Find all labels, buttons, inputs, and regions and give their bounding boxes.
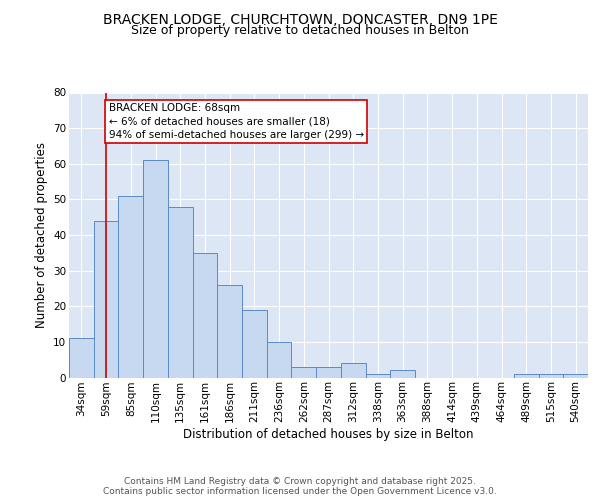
Bar [316, 367, 341, 378]
Bar [143, 160, 168, 378]
Bar [69, 338, 94, 378]
Text: Size of property relative to detached houses in Belton: Size of property relative to detached ho… [131, 24, 469, 37]
Bar [242, 310, 267, 378]
Y-axis label: Number of detached properties: Number of detached properties [35, 142, 47, 328]
Text: BRACKEN LODGE, CHURCHTOWN, DONCASTER, DN9 1PE: BRACKEN LODGE, CHURCHTOWN, DONCASTER, DN… [103, 12, 497, 26]
Bar [563, 374, 588, 378]
Text: Contains HM Land Registry data © Crown copyright and database right 2025.
Contai: Contains HM Land Registry data © Crown c… [103, 476, 497, 496]
Bar [217, 285, 242, 378]
Bar [539, 374, 563, 378]
Bar [118, 196, 143, 378]
Bar [341, 363, 365, 378]
Bar [292, 367, 316, 378]
X-axis label: Distribution of detached houses by size in Belton: Distribution of detached houses by size … [183, 428, 474, 441]
Bar [514, 374, 539, 378]
Text: BRACKEN LODGE: 68sqm
← 6% of detached houses are smaller (18)
94% of semi-detach: BRACKEN LODGE: 68sqm ← 6% of detached ho… [109, 103, 364, 140]
Bar [94, 221, 118, 378]
Bar [168, 206, 193, 378]
Bar [267, 342, 292, 378]
Bar [390, 370, 415, 378]
Bar [365, 374, 390, 378]
Bar [193, 253, 217, 378]
